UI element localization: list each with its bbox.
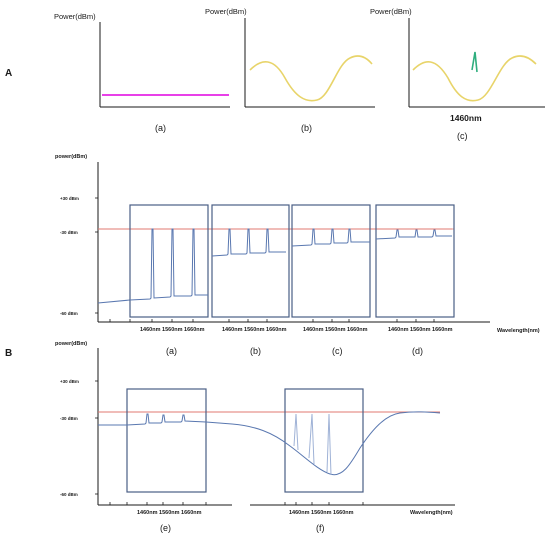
row-b1-ytick-minus30: -30 dBm — [60, 230, 78, 235]
panel-c-caption: (c) — [457, 131, 468, 141]
panel-a-flat: Power(dBm) (a) — [54, 12, 230, 133]
row-b2-box-left — [126, 388, 207, 493]
row-b1-box-3 — [291, 204, 371, 318]
row-b2-box-left-wavelengths: 1460nm 1560nm 1660nm — [137, 510, 202, 516]
row-b2-xlabel: Wavelength(nm) — [410, 510, 453, 516]
row-b1-chart: power(dBm) +30 dBm -30 dBm -60 dBm — [55, 154, 540, 356]
row-b1-caption-d: (d) — [412, 346, 423, 356]
panel-c-sine-spike: Power(dBm) 1460nm (c) — [370, 7, 545, 141]
row-b1-box-3-trace — [291, 228, 370, 247]
row-b1-box-3-wavelengths: 1460nm 1560nm 1660nm — [303, 327, 368, 333]
row-b1-x-tick-marks — [109, 319, 435, 322]
row-b1-box-4 — [375, 204, 455, 318]
row-b1-box-1-wavelengths: 1460nm 1560nm 1660nm — [140, 327, 205, 333]
row-b1-box-2-trace — [211, 228, 286, 257]
row-b1-caption-c: (c) — [332, 346, 343, 356]
panel-c-spike — [471, 51, 478, 73]
panel-a-ylabel: Power(dBm) — [54, 12, 96, 21]
row-b1-caption-a: (a) — [166, 346, 177, 356]
panel-b-caption: (b) — [301, 123, 312, 133]
row-b1-box-2-wavelengths: 1460nm 1560nm 1660nm — [222, 327, 287, 333]
row-b2-ytick-minus60: -60 dBm — [60, 492, 78, 497]
row-b1-xlabel: Wavelength(nm) — [497, 328, 540, 334]
section-label-a: A — [5, 68, 12, 79]
row-b1-box-4-wavelengths: 1460nm 1560nm 1660nm — [388, 327, 453, 333]
row-b2-ytick-plus30: +30 dBm — [60, 379, 79, 384]
row-b2-caption-f: (f) — [316, 523, 325, 533]
panel-a-caption: (a) — [155, 123, 166, 133]
row-b2-ylabel: power(dBm) — [55, 341, 87, 347]
row-b1-box-2 — [211, 204, 290, 318]
row-b1-box-4-trace — [375, 229, 452, 240]
panel-c-ylabel: Power(dBm) — [370, 7, 412, 16]
section-label-b: B — [5, 348, 12, 359]
panel-b-sine: Power(dBm) (b) — [205, 7, 375, 133]
row-b2-ytick-minus30: -30 dBm — [60, 416, 78, 421]
row-b2-trace-main — [98, 411, 441, 476]
row-b2-x-tick-marks — [109, 502, 364, 505]
row-b2-spikes-right — [293, 413, 332, 476]
row-b2-box-right — [284, 388, 364, 493]
panel-c-sine-curve — [412, 55, 537, 102]
row-b1-trace-baseline — [97, 299, 131, 304]
row-b2-caption-e: (e) — [160, 523, 171, 533]
row-b1-ytick-minus60: -60 dBm — [60, 311, 78, 316]
panel-c-marker-label: 1460nm — [450, 113, 482, 123]
row-b2-chart: power(dBm) +30 dBm -30 dBm -60 dBm — [55, 341, 455, 533]
row-b1-box-1 — [129, 204, 209, 318]
row-b1-caption-b: (b) — [250, 346, 261, 356]
row-b2-box-right-wavelengths: 1460nm 1560nm 1660nm — [289, 510, 354, 516]
row-b1-ylabel: power(dBm) — [55, 154, 87, 160]
row-b1-box-1-trace — [129, 228, 208, 301]
row-b1-ytick-plus30: +30 dBm — [60, 196, 79, 201]
panel-b-sine-curve — [249, 55, 373, 102]
panel-b-ylabel: Power(dBm) — [205, 7, 247, 16]
